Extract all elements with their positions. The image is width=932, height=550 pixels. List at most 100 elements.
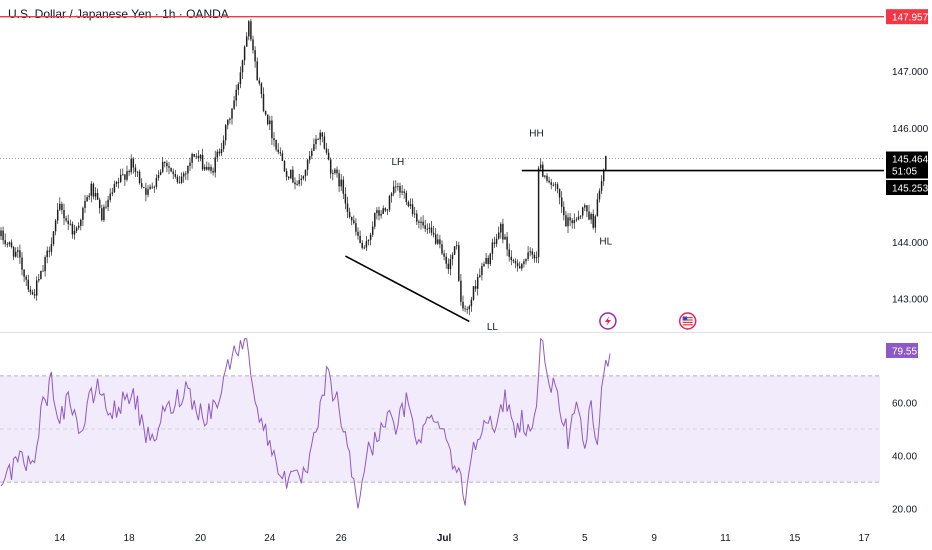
candle-body bbox=[319, 132, 321, 140]
candle-body bbox=[84, 201, 86, 208]
time-tick-label: Jul bbox=[437, 533, 452, 544]
candle-body bbox=[182, 173, 185, 177]
candle-body bbox=[365, 241, 368, 248]
candle-body bbox=[546, 175, 548, 181]
candle-body bbox=[67, 220, 69, 224]
time-tick-label: 17 bbox=[859, 533, 871, 544]
candle-body bbox=[426, 228, 429, 230]
candle-body bbox=[103, 206, 105, 221]
us-flag-icon[interactable] bbox=[678, 312, 697, 330]
candle-body bbox=[384, 208, 387, 211]
candle-body bbox=[149, 186, 151, 190]
candle-body bbox=[527, 252, 529, 259]
candle-body bbox=[430, 227, 433, 233]
candle-body bbox=[4, 240, 6, 245]
candle-body bbox=[126, 171, 128, 180]
last-price-label: 145.464 bbox=[892, 155, 929, 166]
candle-body bbox=[229, 118, 231, 120]
candle-body bbox=[96, 193, 99, 200]
candle-body bbox=[21, 257, 23, 270]
candle-body bbox=[315, 139, 317, 145]
candle-body bbox=[308, 156, 311, 160]
candle-body bbox=[155, 177, 158, 187]
lightning-icon[interactable] bbox=[599, 312, 617, 330]
candle-body bbox=[109, 193, 111, 200]
candle-body bbox=[306, 159, 309, 170]
support-price-tag bbox=[886, 180, 928, 196]
candle-body bbox=[33, 294, 36, 296]
candle-body bbox=[458, 245, 460, 281]
candle-body bbox=[361, 242, 363, 248]
candle-body bbox=[294, 182, 296, 185]
candle-body bbox=[449, 259, 452, 270]
candle-body bbox=[355, 223, 357, 232]
candle-body bbox=[376, 210, 378, 214]
candle-body bbox=[300, 178, 303, 181]
candle-body bbox=[29, 289, 32, 293]
candle-body bbox=[533, 254, 536, 259]
candle-body bbox=[6, 244, 9, 245]
candle-body bbox=[241, 60, 244, 73]
candle-body bbox=[180, 176, 183, 183]
resistance-price-tag bbox=[886, 9, 928, 25]
candle-body bbox=[581, 207, 584, 216]
candle-body bbox=[197, 156, 200, 159]
time-tick-label: 26 bbox=[336, 533, 348, 544]
candle-body bbox=[502, 223, 504, 240]
candle-body bbox=[575, 219, 578, 221]
candle-body bbox=[508, 249, 510, 257]
candle-body bbox=[577, 216, 580, 220]
candle-body bbox=[172, 171, 174, 175]
candle-body bbox=[462, 301, 464, 309]
candle-body bbox=[472, 286, 475, 300]
candle-body bbox=[420, 221, 422, 223]
candle-body bbox=[334, 169, 336, 174]
candle-body bbox=[493, 242, 496, 244]
candle-body bbox=[340, 179, 342, 187]
rsi-value-label: 79.55 bbox=[892, 346, 917, 357]
candle-body bbox=[290, 169, 292, 179]
candle-body bbox=[164, 161, 166, 164]
candle-body bbox=[386, 209, 389, 211]
candle-body bbox=[516, 263, 519, 267]
candle-body bbox=[565, 215, 567, 227]
candle-body bbox=[600, 181, 603, 191]
candle-body bbox=[407, 202, 410, 207]
annotation-hh: HH bbox=[529, 129, 543, 140]
candle-body bbox=[80, 219, 82, 226]
candle-body bbox=[453, 246, 456, 255]
candle-body bbox=[44, 257, 46, 272]
candle-body bbox=[75, 227, 78, 231]
candle-body bbox=[390, 193, 393, 197]
price-tick-label: 147.000 bbox=[892, 67, 929, 78]
candle-body bbox=[23, 269, 25, 277]
support-price-label: 145.253 bbox=[892, 184, 929, 195]
candle-body bbox=[466, 309, 468, 310]
candle-body bbox=[138, 171, 141, 184]
candle-body bbox=[250, 21, 252, 40]
candle-body bbox=[422, 221, 424, 226]
candle-body bbox=[54, 220, 57, 232]
candle-body bbox=[405, 192, 408, 203]
candle-body bbox=[90, 183, 93, 196]
candle-body bbox=[25, 276, 27, 280]
candle-body bbox=[115, 182, 118, 184]
candle-body bbox=[38, 279, 40, 281]
candle-body bbox=[537, 168, 540, 258]
candle-body bbox=[298, 180, 300, 185]
candle-body bbox=[189, 162, 191, 166]
candle-body bbox=[382, 208, 384, 214]
candle-body bbox=[10, 242, 13, 247]
candle-body bbox=[571, 220, 573, 224]
candle-body bbox=[602, 169, 605, 182]
candle-body bbox=[510, 256, 513, 261]
candle-body bbox=[287, 176, 290, 179]
candle-body bbox=[495, 238, 498, 244]
candle-body bbox=[88, 195, 90, 198]
candle-body bbox=[544, 175, 546, 177]
candle-body bbox=[239, 72, 242, 85]
candle-body bbox=[588, 211, 590, 220]
candle-body bbox=[388, 196, 391, 210]
candle-body bbox=[178, 182, 181, 183]
